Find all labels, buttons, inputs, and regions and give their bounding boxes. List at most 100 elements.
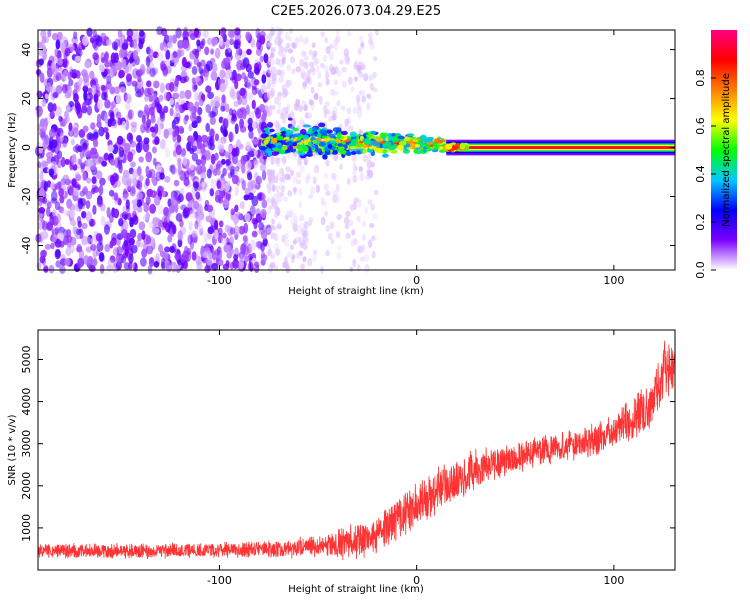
- snr-y-tick-label: 2000: [20, 472, 33, 500]
- noise-blob: [75, 48, 83, 57]
- noise-blob: [292, 213, 297, 222]
- noise-blob: [227, 29, 235, 38]
- noise-blob: [239, 253, 244, 263]
- noise-blob: [146, 235, 152, 245]
- line-blob: [349, 131, 357, 138]
- noise-blob: [316, 65, 320, 73]
- noise-blob: [69, 184, 75, 196]
- noise-blob: [115, 94, 122, 105]
- noise-blob: [56, 57, 64, 66]
- noise-blob: [122, 193, 128, 201]
- noise-blob: [241, 179, 246, 191]
- noise-blob: [292, 176, 298, 184]
- noise-blob: [224, 48, 229, 57]
- noise-blob: [327, 232, 333, 241]
- noise-blob: [218, 259, 224, 267]
- noise-blob: [289, 109, 294, 119]
- noise-blob: [343, 216, 350, 225]
- noise-blob: [145, 195, 151, 206]
- noise-blob: [298, 104, 303, 112]
- noise-blob: [176, 134, 182, 143]
- noise-blob: [335, 230, 341, 239]
- noise-blob: [110, 111, 115, 122]
- noise-blob: [267, 181, 272, 190]
- noise-blob: [259, 36, 266, 45]
- noise-blob: [149, 67, 156, 78]
- noise-blob: [116, 180, 121, 188]
- noise-blob: [103, 52, 109, 62]
- noise-blob: [109, 240, 114, 249]
- noise-blob: [180, 148, 187, 157]
- noise-blob: [57, 31, 63, 41]
- noise-blob: [229, 236, 234, 247]
- line-blob: [365, 134, 373, 138]
- noise-blob: [310, 86, 315, 94]
- noise-blob: [244, 251, 251, 262]
- noise-blob: [82, 101, 87, 112]
- noise-blob: [128, 167, 134, 175]
- noise-blob: [350, 86, 355, 92]
- noise-blob: [366, 102, 371, 111]
- noise-blob: [78, 77, 84, 84]
- noise-blob: [118, 218, 124, 227]
- noise-blob: [149, 126, 156, 133]
- noise-blob: [179, 90, 186, 99]
- noise-blob: [286, 211, 291, 217]
- noise-blob: [132, 215, 139, 226]
- colorbar-tick-label: 0.8: [694, 69, 707, 87]
- noise-blob: [210, 153, 216, 165]
- noise-blob: [329, 221, 335, 230]
- noise-blob: [282, 261, 287, 269]
- noise-blob: [298, 236, 302, 244]
- noise-blob: [352, 106, 358, 115]
- noise-blob: [253, 79, 260, 86]
- noise-blob: [311, 53, 317, 61]
- noise-blob: [52, 91, 59, 99]
- noise-blob: [40, 29, 47, 39]
- noise-blob: [358, 90, 363, 96]
- noise-blob: [251, 99, 256, 110]
- noise-blob: [325, 190, 331, 196]
- noise-blob: [175, 27, 182, 39]
- noise-blob: [246, 159, 252, 171]
- noise-blob: [222, 118, 229, 130]
- noise-blob: [86, 105, 93, 116]
- line-blob: [350, 150, 357, 155]
- noise-blob: [221, 158, 226, 165]
- noise-blob: [359, 172, 365, 182]
- noise-blob: [187, 234, 193, 245]
- noise-blob: [334, 44, 338, 51]
- noise-blob: [336, 70, 342, 78]
- noise-blob: [247, 117, 253, 126]
- noise-blob: [109, 212, 114, 224]
- noise-blob: [241, 72, 246, 80]
- noise-blob: [359, 89, 366, 97]
- noise-blob: [271, 218, 275, 225]
- line-blob: [258, 145, 267, 151]
- noise-blob: [173, 116, 180, 125]
- noise-blob: [304, 220, 309, 230]
- noise-blob: [174, 77, 179, 87]
- noise-blob: [298, 250, 304, 256]
- spectrogram-heatmap: [35, 25, 675, 275]
- noise-blob: [115, 111, 122, 120]
- noise-blob: [127, 109, 133, 120]
- noise-blob: [128, 253, 134, 264]
- noise-blob: [177, 39, 185, 49]
- noise-blob: [325, 109, 331, 115]
- noise-blob: [305, 37, 310, 44]
- noise-blob: [300, 50, 305, 58]
- noise-blob: [165, 261, 173, 273]
- line-blob: [311, 149, 317, 153]
- noise-blob: [68, 122, 73, 132]
- noise-blob: [243, 255, 250, 263]
- noise-blob: [51, 235, 57, 243]
- noise-blob: [367, 32, 373, 39]
- noise-blob: [249, 205, 256, 217]
- noise-blob: [222, 198, 230, 209]
- noise-blob: [324, 37, 328, 44]
- noise-blob: [83, 90, 88, 102]
- line-blob: [379, 132, 387, 138]
- spectrogram-y-tick-label: 20: [20, 92, 33, 106]
- noise-blob: [351, 152, 357, 162]
